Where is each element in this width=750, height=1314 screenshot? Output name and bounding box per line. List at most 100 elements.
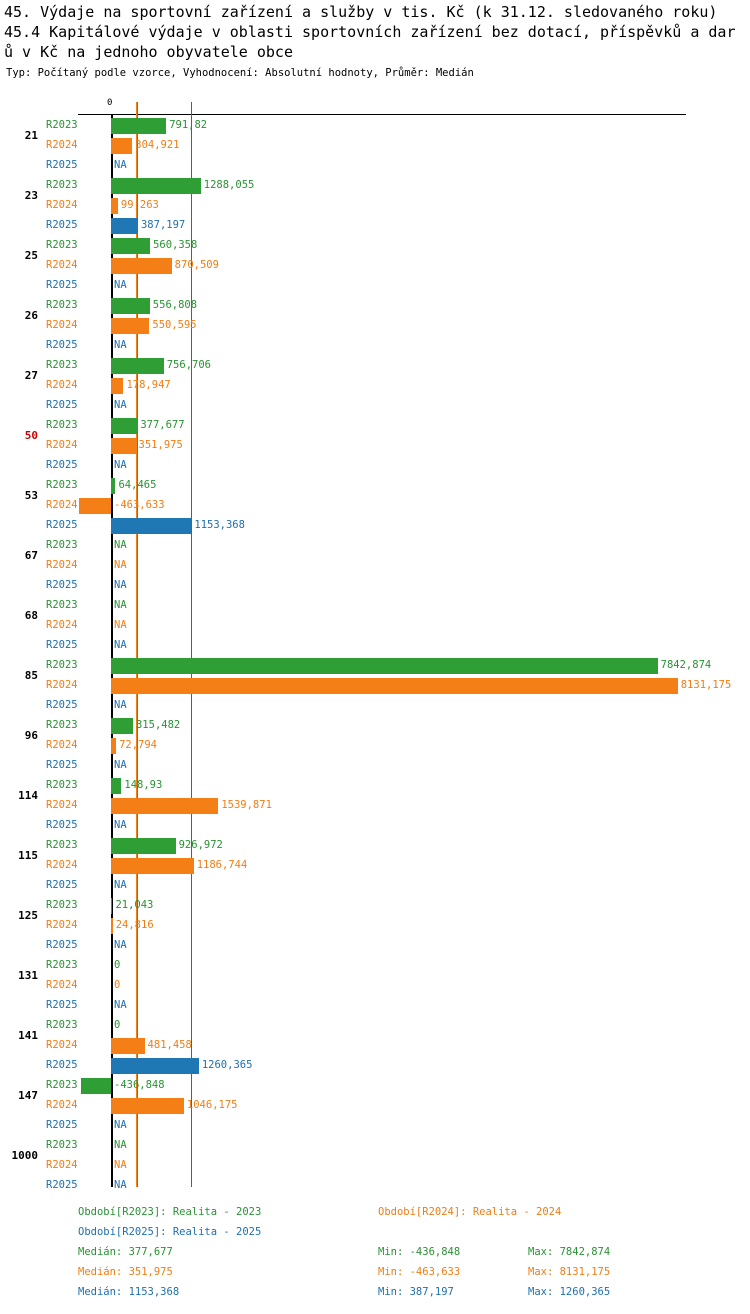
series-label-r2024[interactable]: R2024 — [46, 679, 78, 691]
series-label-r2023[interactable]: R2023 — [46, 239, 78, 251]
series-label-r2024[interactable]: R2024 — [46, 259, 78, 271]
row-group-label[interactable]: 27 — [24, 369, 38, 382]
series-label-r2025[interactable]: R2025 — [46, 1119, 78, 1131]
series-label-r2025[interactable]: R2025 — [46, 159, 78, 171]
series-label-r2024[interactable]: R2024 — [46, 1039, 78, 1051]
bar-r2024[interactable] — [111, 678, 678, 694]
series-label-r2024[interactable]: R2024 — [46, 1099, 78, 1111]
series-label-r2023[interactable]: R2023 — [46, 539, 78, 551]
series-label-r2025[interactable]: R2025 — [46, 639, 78, 651]
row-group-label[interactable]: 21 — [24, 129, 38, 142]
row-group-label[interactable]: 125 — [18, 909, 38, 922]
series-label-r2024[interactable]: R2024 — [46, 379, 78, 391]
series-label-r2025[interactable]: R2025 — [46, 339, 78, 351]
series-label-r2023[interactable]: R2023 — [46, 479, 78, 491]
bar-r2023[interactable] — [111, 178, 201, 194]
row-group-label[interactable]: 114 — [18, 789, 38, 802]
bar-r2023[interactable] — [111, 418, 138, 434]
series-label-r2024[interactable]: R2024 — [46, 739, 78, 751]
bar-r2024[interactable] — [111, 138, 133, 154]
bar-r2024[interactable] — [111, 918, 113, 934]
bar-r2023[interactable] — [111, 298, 150, 314]
series-label-r2024[interactable]: R2024 — [46, 559, 78, 571]
bar-r2024[interactable] — [111, 858, 194, 874]
series-label-r2023[interactable]: R2023 — [46, 1079, 78, 1091]
series-label-r2023[interactable]: R2023 — [46, 1139, 78, 1151]
bar-r2024[interactable] — [111, 1038, 145, 1054]
series-label-r2023[interactable]: R2023 — [46, 299, 78, 311]
bar-r2023[interactable] — [111, 778, 122, 794]
row-group-label[interactable]: 1000 — [11, 1149, 39, 1162]
series-label-r2025[interactable]: R2025 — [46, 399, 78, 411]
series-label-r2024[interactable]: R2024 — [46, 199, 78, 211]
bar-r2024[interactable] — [111, 258, 172, 274]
bar-r2024[interactable] — [78, 498, 111, 514]
series-label-r2024[interactable]: R2024 — [46, 859, 78, 871]
series-label-r2025[interactable]: R2025 — [46, 759, 78, 771]
series-label-r2023[interactable]: R2023 — [46, 719, 78, 731]
series-label-r2024[interactable]: R2024 — [46, 619, 78, 631]
series-label-r2024[interactable]: R2024 — [46, 979, 78, 991]
bar-r2023[interactable] — [111, 238, 151, 254]
bar-r2024[interactable] — [111, 438, 136, 454]
row-group-label[interactable]: 67 — [24, 549, 38, 562]
series-label-r2025[interactable]: R2025 — [46, 279, 78, 291]
series-label-r2025[interactable]: R2025 — [46, 519, 78, 531]
row-group-label[interactable]: 147 — [18, 1089, 38, 1102]
series-label-r2023[interactable]: R2023 — [46, 899, 78, 911]
bar-r2024[interactable] — [111, 738, 117, 754]
row-group-label[interactable]: 50 — [24, 429, 38, 442]
series-label-r2025[interactable]: R2025 — [46, 879, 78, 891]
row-group-label[interactable]: 23 — [24, 189, 38, 202]
bar-r2023[interactable] — [111, 838, 176, 854]
series-label-r2025[interactable]: R2025 — [46, 459, 78, 471]
series-label-r2023[interactable]: R2023 — [46, 599, 78, 611]
row-group-label[interactable]: 53 — [24, 489, 38, 502]
series-label-r2025[interactable]: R2025 — [46, 1059, 78, 1071]
series-label-r2024[interactable]: R2024 — [46, 439, 78, 451]
series-label-r2025[interactable]: R2025 — [46, 219, 78, 231]
bar-r2025[interactable] — [111, 1058, 199, 1074]
series-label-r2024[interactable]: R2024 — [46, 919, 78, 931]
bar-r2023[interactable] — [80, 1078, 111, 1094]
bar-r2023[interactable] — [111, 478, 116, 494]
row-group-label[interactable]: 115 — [18, 849, 38, 862]
series-label-r2025[interactable]: R2025 — [46, 939, 78, 951]
row-group-label[interactable]: 141 — [18, 1029, 38, 1042]
bar-r2024[interactable] — [111, 378, 124, 394]
row-group-label[interactable]: 68 — [24, 609, 38, 622]
series-label-r2023[interactable]: R2023 — [46, 179, 78, 191]
bar-r2024[interactable] — [111, 318, 150, 334]
row-group-label[interactable]: 85 — [24, 669, 38, 682]
bar-r2023[interactable] — [111, 718, 133, 734]
series-label-r2025[interactable]: R2025 — [46, 999, 78, 1011]
row-group-label[interactable]: 96 — [24, 729, 38, 742]
bar-r2024[interactable] — [111, 798, 219, 814]
series-label-r2025[interactable]: R2025 — [46, 579, 78, 591]
row-group-label[interactable]: 26 — [24, 309, 38, 322]
series-label-r2024[interactable]: R2024 — [46, 499, 78, 511]
row-group-label[interactable]: 25 — [24, 249, 38, 262]
bar-r2024[interactable] — [111, 198, 118, 214]
bar-r2023[interactable] — [111, 658, 658, 674]
series-label-r2025[interactable]: R2025 — [46, 699, 78, 711]
bar-r2023[interactable] — [111, 358, 164, 374]
series-label-r2024[interactable]: R2024 — [46, 1159, 78, 1171]
series-label-r2023[interactable]: R2023 — [46, 659, 78, 671]
series-label-r2024[interactable]: R2024 — [46, 799, 78, 811]
series-label-r2023[interactable]: R2023 — [46, 1019, 78, 1031]
series-label-r2024[interactable]: R2024 — [46, 319, 78, 331]
series-label-r2023[interactable]: R2023 — [46, 779, 78, 791]
bar-r2023[interactable] — [111, 898, 113, 914]
bar-r2023[interactable] — [111, 118, 167, 134]
series-label-r2025[interactable]: R2025 — [46, 1179, 78, 1191]
series-label-r2024[interactable]: R2024 — [46, 139, 78, 151]
series-label-r2023[interactable]: R2023 — [46, 959, 78, 971]
series-label-r2023[interactable]: R2023 — [46, 419, 78, 431]
row-group-label[interactable]: 131 — [18, 969, 38, 982]
series-label-r2023[interactable]: R2023 — [46, 119, 78, 131]
bar-r2025[interactable] — [111, 518, 192, 534]
bar-r2024[interactable] — [111, 1098, 184, 1114]
series-label-r2025[interactable]: R2025 — [46, 819, 78, 831]
series-label-r2023[interactable]: R2023 — [46, 359, 78, 371]
